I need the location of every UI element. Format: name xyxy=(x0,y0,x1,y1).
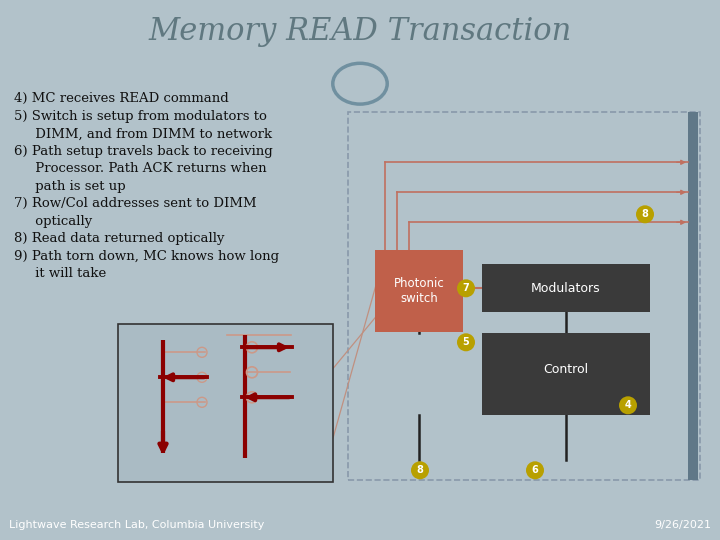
Text: 9/26/2021: 9/26/2021 xyxy=(654,520,711,530)
Bar xyxy=(688,112,698,480)
Circle shape xyxy=(336,65,384,102)
Circle shape xyxy=(457,333,475,352)
Text: 4: 4 xyxy=(625,400,631,410)
Bar xyxy=(482,264,650,312)
Text: Lightwave Research Lab, Columbia University: Lightwave Research Lab, Columbia Univers… xyxy=(9,520,264,530)
Text: 7: 7 xyxy=(463,284,469,293)
Text: 4) MC receives READ command: 4) MC receives READ command xyxy=(14,92,229,105)
Text: DIMM, and from DIMM to network: DIMM, and from DIMM to network xyxy=(14,127,272,140)
Circle shape xyxy=(619,396,637,414)
Text: 5) Switch is setup from modulators to: 5) Switch is setup from modulators to xyxy=(14,110,267,123)
Bar xyxy=(375,251,463,332)
Text: Modulators: Modulators xyxy=(531,282,600,295)
Text: 9) Path torn down, MC knows how long: 9) Path torn down, MC knows how long xyxy=(14,250,279,263)
Bar xyxy=(482,333,650,415)
Circle shape xyxy=(457,279,475,298)
Circle shape xyxy=(636,205,654,224)
Text: 8: 8 xyxy=(642,210,649,219)
Text: optically: optically xyxy=(14,215,92,228)
Circle shape xyxy=(411,461,429,480)
Text: Photonic
switch: Photonic switch xyxy=(394,278,444,305)
Text: 7) Row/Col addresses sent to DIMM: 7) Row/Col addresses sent to DIMM xyxy=(14,197,256,210)
Text: 6: 6 xyxy=(531,465,539,475)
Text: 8: 8 xyxy=(417,465,423,475)
Text: Control: Control xyxy=(544,363,588,376)
Text: path is set up: path is set up xyxy=(14,180,125,193)
Text: it will take: it will take xyxy=(14,267,107,280)
Bar xyxy=(348,112,700,480)
Circle shape xyxy=(526,461,544,480)
Text: 5: 5 xyxy=(463,338,469,347)
Text: 6) Path setup travels back to receiving: 6) Path setup travels back to receiving xyxy=(14,145,273,158)
Text: Processor. Path ACK returns when: Processor. Path ACK returns when xyxy=(14,163,266,176)
Bar xyxy=(118,325,333,482)
Text: 8) Read data returned optically: 8) Read data returned optically xyxy=(14,232,225,245)
Text: Memory READ Transaction: Memory READ Transaction xyxy=(148,16,572,47)
